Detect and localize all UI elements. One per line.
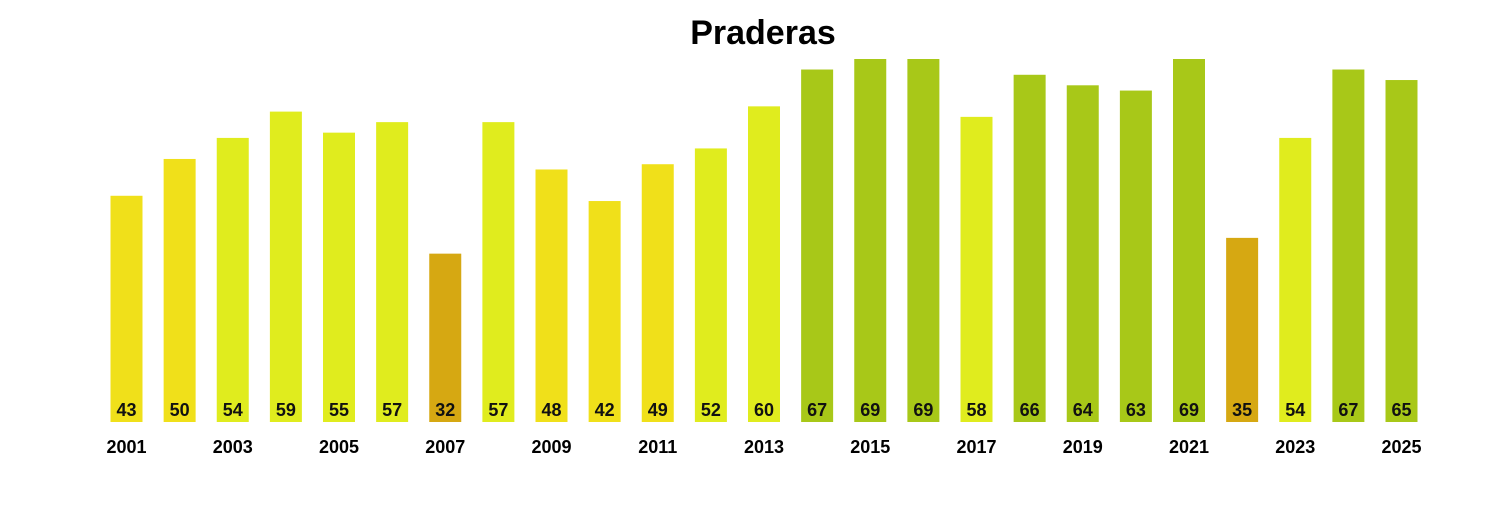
bar-2004 — [269, 111, 302, 423]
value-label-2022: 35 — [1232, 400, 1252, 420]
x-tick-label-2017: 2017 — [956, 437, 996, 457]
x-tick-label-2003: 2003 — [213, 437, 253, 457]
x-tick-label-2007: 2007 — [425, 437, 465, 457]
x-tick-label-2001: 2001 — [106, 437, 146, 457]
value-label-2004: 59 — [276, 400, 296, 420]
bar-2001 — [110, 195, 143, 422]
value-label-2001: 43 — [116, 400, 136, 420]
chart-title: Praderas — [690, 14, 836, 52]
x-tick-label-2019: 2019 — [1063, 437, 1103, 457]
value-label-2015: 69 — [860, 400, 880, 420]
bar-2014 — [801, 69, 834, 423]
bar-2017 — [960, 116, 993, 423]
value-label-2006: 57 — [382, 400, 402, 420]
value-label-2023: 54 — [1285, 400, 1305, 420]
bar-2018 — [1013, 74, 1046, 422]
value-label-2025: 65 — [1391, 400, 1411, 420]
bars-group — [110, 59, 1418, 423]
value-label-2020: 63 — [1126, 400, 1146, 420]
x-tick-label-2013: 2013 — [744, 437, 784, 457]
x-tick-label-2011: 2011 — [638, 437, 677, 457]
value-label-2002: 50 — [170, 400, 190, 420]
x-tick-label-2023: 2023 — [1275, 437, 1315, 457]
x-tick-labels-group: 2001 2003 2005 2007 2009 2011 2013 2015 2017 2019… — [106, 437, 1421, 457]
value-label-2016: 69 — [913, 400, 933, 420]
value-label-2019: 64 — [1073, 400, 1093, 420]
bar-2022 — [1226, 237, 1259, 422]
x-tick-label-2015: 2015 — [850, 437, 890, 457]
bar-2005 — [323, 132, 355, 422]
bar-2011 — [641, 164, 674, 422]
bar-2008 — [482, 122, 515, 422]
value-labels-group: 43 50 54 59 55 57 32 57 48 42 49 52 60 67 69 69 58 66 64 63… — [116, 400, 1411, 420]
value-label-2011: 49 — [648, 400, 668, 420]
bar-2019 — [1066, 85, 1099, 423]
x-tick-label-2005: 2005 — [319, 437, 359, 457]
bar-2016 — [907, 59, 940, 422]
bar-2013 — [748, 106, 780, 422]
value-label-2012: 52 — [701, 400, 721, 420]
bar-2007 — [429, 253, 462, 422]
value-label-2005: 55 — [329, 400, 349, 420]
value-label-2008: 57 — [488, 400, 508, 420]
bar-2025 — [1385, 80, 1418, 422]
bar-2020 — [1119, 90, 1152, 422]
x-tick-label-2009: 2009 — [531, 437, 571, 457]
value-label-2003: 54 — [223, 400, 243, 420]
bar-2024 — [1332, 69, 1365, 423]
bar-2023 — [1279, 137, 1312, 422]
bar-2015 — [854, 59, 887, 422]
bar-2003 — [216, 137, 249, 422]
value-label-2009: 48 — [541, 400, 561, 420]
x-tick-label-2025: 2025 — [1381, 437, 1421, 457]
value-label-2007: 32 — [435, 400, 455, 420]
value-label-2021: 69 — [1179, 400, 1199, 420]
bar-2006 — [376, 122, 409, 422]
bar-2012 — [694, 148, 727, 422]
bar-2010 — [588, 201, 621, 422]
value-label-2013: 60 — [754, 400, 774, 420]
value-label-2024: 67 — [1338, 400, 1358, 420]
value-label-2014: 67 — [807, 400, 827, 420]
value-label-2017: 58 — [966, 400, 986, 420]
value-label-2018: 66 — [1020, 400, 1040, 420]
value-label-2010: 42 — [595, 400, 615, 420]
bar-2009 — [535, 169, 568, 422]
x-tick-label-2021: 2021 — [1169, 437, 1209, 457]
bar-2002 — [163, 158, 196, 422]
bar-2021 — [1173, 59, 1205, 422]
